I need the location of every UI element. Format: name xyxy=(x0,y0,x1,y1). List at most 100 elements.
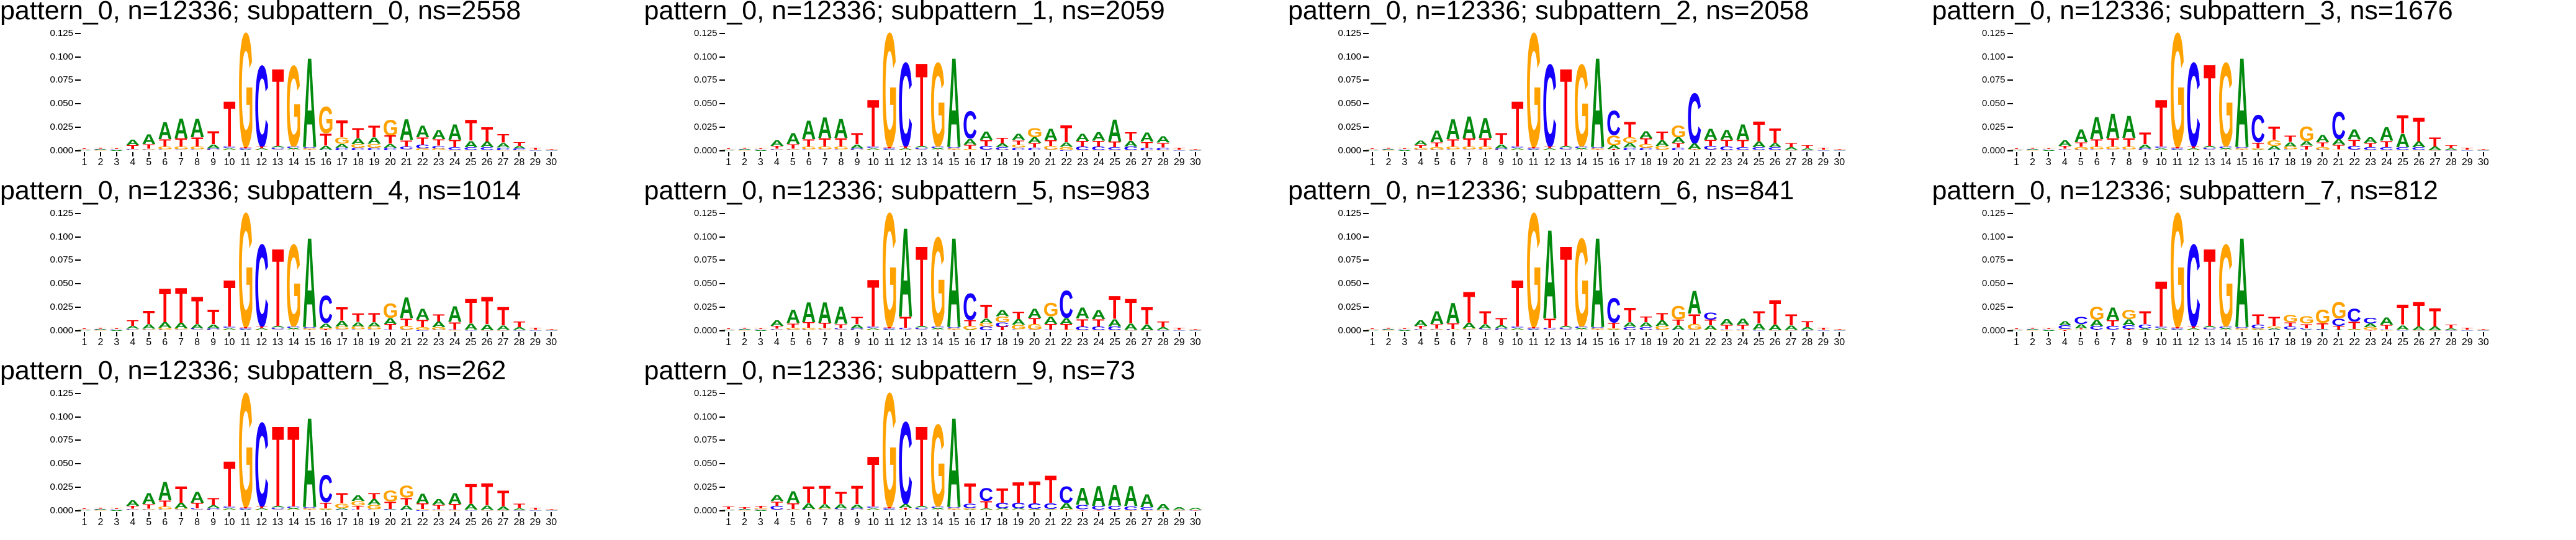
svg-text:A: A xyxy=(786,133,800,144)
svg-text:A: A xyxy=(1172,507,1186,510)
svg-text:C: C xyxy=(2122,325,2136,329)
svg-text:A: A xyxy=(464,323,478,330)
svg-text:T: T xyxy=(2364,330,2377,331)
svg-text:C: C xyxy=(1140,148,1154,151)
svg-text:T: T xyxy=(916,424,927,506)
svg-text:C: C xyxy=(2315,329,2330,330)
svg-text:T: T xyxy=(1447,323,1459,329)
svg-text:A: A xyxy=(1687,143,1701,149)
svg-text:T: T xyxy=(1366,328,1379,329)
svg-text:A: A xyxy=(2025,149,2040,150)
svg-text:A: A xyxy=(867,148,881,150)
svg-text:C: C xyxy=(1542,328,1557,329)
svg-text:G: G xyxy=(464,150,479,151)
svg-text:C: C xyxy=(2235,147,2249,148)
svg-text:T: T xyxy=(1656,313,1669,320)
svg-text:A: A xyxy=(786,491,800,503)
svg-text:C: C xyxy=(1590,147,1605,148)
svg-text:A: A xyxy=(963,510,977,511)
svg-text:T: T xyxy=(175,138,187,147)
svg-text:T: T xyxy=(867,98,879,146)
svg-text:A: A xyxy=(1478,324,1492,329)
svg-text:T: T xyxy=(449,322,461,330)
svg-text:T: T xyxy=(1753,311,1765,323)
svg-text:C: C xyxy=(464,330,478,331)
svg-text:T: T xyxy=(384,502,397,509)
svg-text:T: T xyxy=(2445,145,2457,148)
svg-text:G: G xyxy=(1462,328,1477,330)
svg-text:C: C xyxy=(158,150,172,151)
svg-text:C: C xyxy=(287,146,301,148)
svg-text:C: C xyxy=(1752,330,1766,331)
svg-text:G: G xyxy=(2235,148,2249,150)
svg-text:G: G xyxy=(2283,146,2298,150)
svg-text:T: T xyxy=(2027,328,2039,329)
svg-text:G: G xyxy=(206,330,221,331)
svg-text:G: G xyxy=(1671,125,1686,138)
svg-text:T: T xyxy=(1173,328,1186,330)
svg-text:T: T xyxy=(2349,140,2361,146)
svg-text:A: A xyxy=(238,510,253,511)
svg-text:A: A xyxy=(737,329,752,330)
svg-text:A: A xyxy=(448,493,462,504)
svg-text:T: T xyxy=(1705,320,1717,325)
svg-text:G: G xyxy=(930,422,945,506)
svg-text:T: T xyxy=(2317,142,2329,147)
svg-text:C: C xyxy=(383,148,397,151)
svg-text:T: T xyxy=(723,148,735,149)
svg-text:A: A xyxy=(2186,148,2200,150)
svg-text:T: T xyxy=(159,500,171,507)
svg-text:T: T xyxy=(867,278,879,326)
svg-text:T: T xyxy=(2461,148,2474,150)
svg-text:T: T xyxy=(932,330,944,331)
svg-text:G: G xyxy=(399,326,414,330)
svg-text:G: G xyxy=(1494,150,1509,151)
svg-text:G: G xyxy=(1446,146,1461,150)
svg-text:T: T xyxy=(819,138,831,147)
svg-text:A: A xyxy=(850,325,865,328)
svg-text:T: T xyxy=(1737,140,1749,147)
svg-text:A: A xyxy=(770,140,784,146)
svg-text:T: T xyxy=(1045,475,1057,503)
svg-text:G: G xyxy=(963,326,978,330)
svg-text:T: T xyxy=(2059,330,2071,331)
svg-text:A: A xyxy=(2155,328,2169,330)
svg-text:C: C xyxy=(1060,290,1074,318)
svg-text:G: G xyxy=(1606,328,1621,330)
svg-text:G: G xyxy=(254,150,269,151)
svg-text:A: A xyxy=(238,150,253,151)
svg-text:T: T xyxy=(1705,140,1716,146)
svg-text:C: C xyxy=(834,328,848,330)
svg-text:T: T xyxy=(899,508,912,510)
svg-text:T: T xyxy=(94,328,107,329)
svg-text:T: T xyxy=(1076,319,1089,326)
svg-text:A: A xyxy=(1768,143,1782,148)
svg-text:T: T xyxy=(1769,299,1781,325)
svg-text:T: T xyxy=(739,507,751,509)
svg-text:T: T xyxy=(1560,244,1572,326)
svg-text:A: A xyxy=(1076,133,1090,141)
svg-text:T: T xyxy=(1753,121,1765,142)
svg-text:T: T xyxy=(1029,143,1041,148)
svg-text:C: C xyxy=(2363,318,2377,323)
svg-text:C: C xyxy=(2186,60,2200,146)
svg-text:C: C xyxy=(1140,507,1154,510)
svg-text:A: A xyxy=(979,132,993,140)
svg-text:T: T xyxy=(529,508,542,510)
svg-text:A: A xyxy=(1655,140,1669,146)
svg-text:A: A xyxy=(383,144,397,148)
svg-text:A: A xyxy=(1060,142,1074,147)
svg-text:C: C xyxy=(2395,330,2410,331)
svg-text:G: G xyxy=(1542,150,1557,151)
svg-text:T: T xyxy=(883,147,896,148)
svg-text:C: C xyxy=(866,326,880,328)
svg-text:T: T xyxy=(1109,295,1121,319)
svg-text:G: G xyxy=(302,508,317,510)
svg-text:C: C xyxy=(125,149,140,150)
svg-text:A: A xyxy=(254,508,269,510)
svg-text:G: G xyxy=(1430,147,1444,150)
svg-text:G: G xyxy=(431,510,446,511)
svg-text:A: A xyxy=(898,148,912,150)
svg-text:C: C xyxy=(995,503,1009,508)
svg-text:G: G xyxy=(335,503,349,508)
